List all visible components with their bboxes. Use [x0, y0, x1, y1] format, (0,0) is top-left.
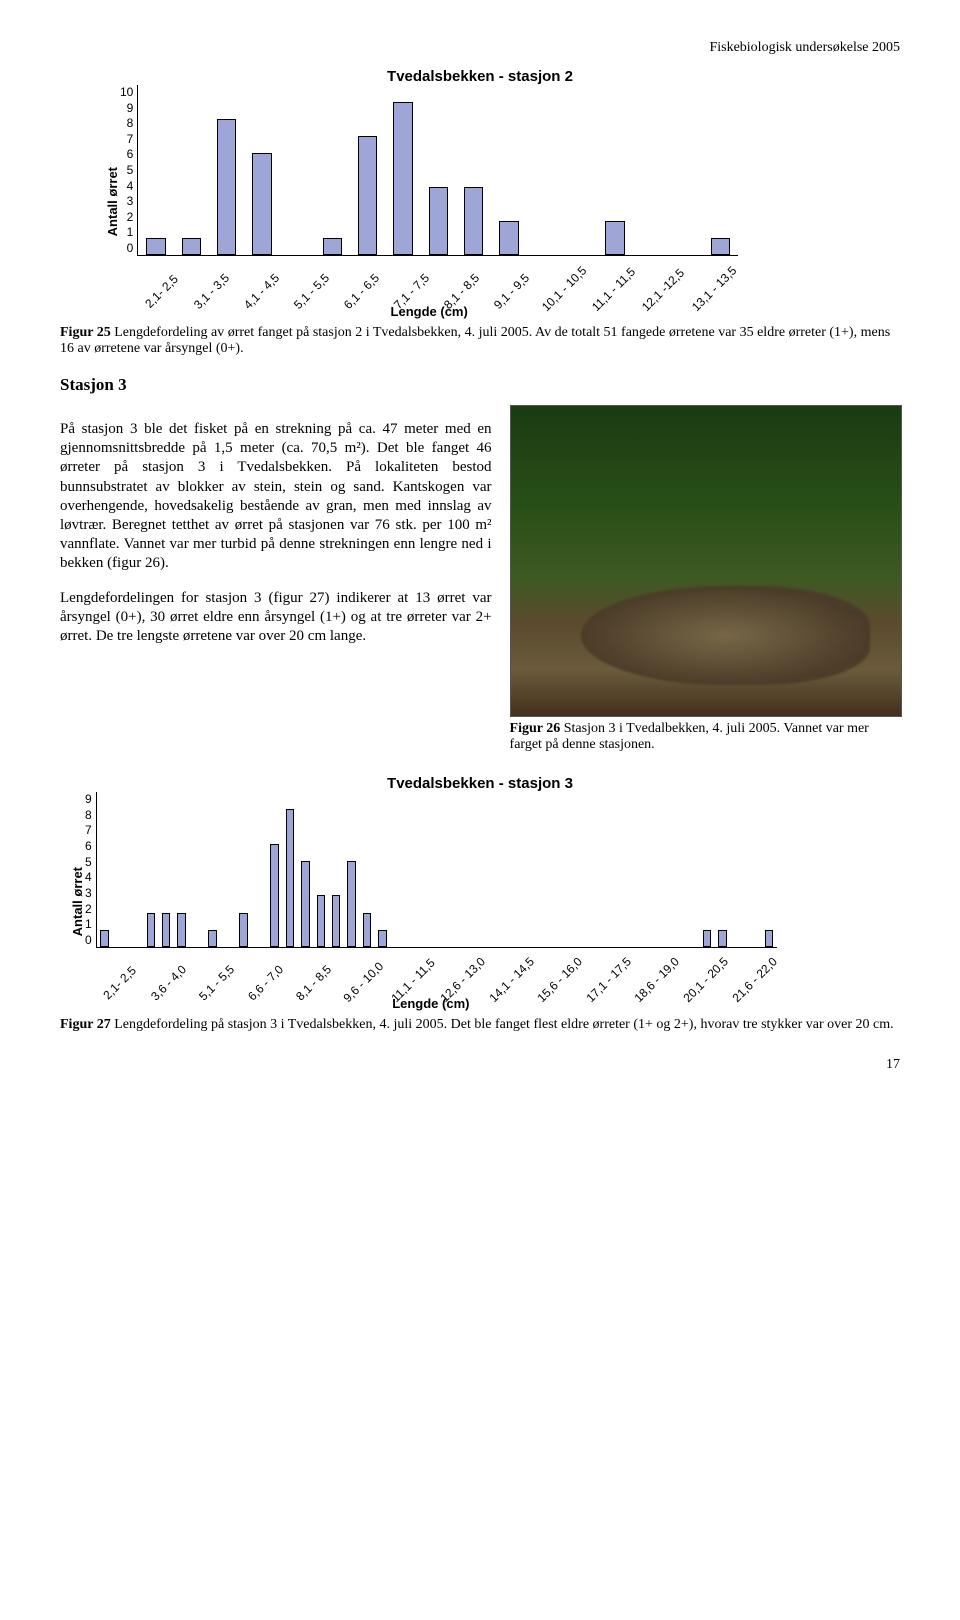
bar: [605, 221, 624, 255]
bar: [323, 238, 342, 255]
bar: [100, 930, 109, 947]
chart-27-xticks: 2,1- 2,53,6 - 4,05,1 - 5,56,6 - 7,08,1 -…: [96, 948, 776, 996]
bar: [347, 861, 356, 947]
bar: [182, 238, 201, 255]
caption-26: Figur 26 Stasjon 3 i Tvedalbekken, 4. ju…: [510, 721, 900, 753]
chart-27: Tvedalsbekken - stasjon 3 Antall ørret 9…: [70, 775, 890, 1011]
bar: [286, 809, 295, 947]
bar: [718, 930, 727, 947]
running-header: Fiskebiologisk undersøkelse 2005: [60, 40, 900, 56]
bar: [358, 136, 377, 255]
caption-25-label: Figur 25: [60, 325, 111, 340]
caption-27-label: Figur 27: [60, 1017, 111, 1032]
bar: [317, 895, 326, 947]
bar: [765, 930, 774, 947]
bar: [162, 913, 171, 947]
bar: [429, 187, 448, 255]
section-3-heading: Stasjon 3: [60, 375, 900, 395]
bar: [252, 153, 271, 255]
chart-27-plot: [96, 792, 777, 948]
chart-27-ylabel: Antall ørret: [70, 867, 85, 936]
bar: [146, 238, 165, 255]
chart-27-title: Tvedalsbekken - stasjon 3: [70, 775, 890, 792]
chart-27-yticks: 9876543210: [85, 792, 96, 947]
chart-25-title: Tvedalsbekken - stasjon 2: [105, 68, 855, 85]
bar: [363, 913, 372, 947]
bar: [270, 844, 279, 947]
bar: [703, 930, 712, 947]
bar: [147, 913, 156, 947]
bar: [464, 187, 483, 255]
bar: [711, 238, 730, 255]
chart-25-yticks: 109876543210: [120, 85, 137, 255]
bar: [239, 913, 248, 947]
bar: [217, 119, 236, 255]
bar: [208, 930, 217, 947]
bar: [332, 895, 341, 947]
chart-25-xticks: 2,1- 2,53,1 - 3,54,1 - 4,55,1 - 5,56,1 -…: [137, 256, 737, 304]
caption-26-label: Figur 26: [510, 721, 561, 736]
chart-25: Tvedalsbekken - stasjon 2 Antall ørret 1…: [105, 68, 855, 319]
caption-26-text: Stasjon 3 i Tvedalbekken, 4. juli 2005. …: [510, 721, 869, 752]
bar: [378, 930, 387, 947]
bar: [499, 221, 518, 255]
figure-26-image: [510, 405, 902, 717]
bar: [301, 861, 310, 947]
bar: [393, 102, 412, 255]
bar: [177, 913, 186, 947]
para-3a: På stasjon 3 ble det fisket på en strekn…: [60, 420, 492, 574]
para-3b: Lengdefordelingen for stasjon 3 (figur 2…: [60, 589, 492, 647]
page-number: 17: [60, 1057, 900, 1073]
chart-25-ylabel: Antall ørret: [105, 167, 120, 236]
chart-25-plot: [137, 85, 738, 256]
